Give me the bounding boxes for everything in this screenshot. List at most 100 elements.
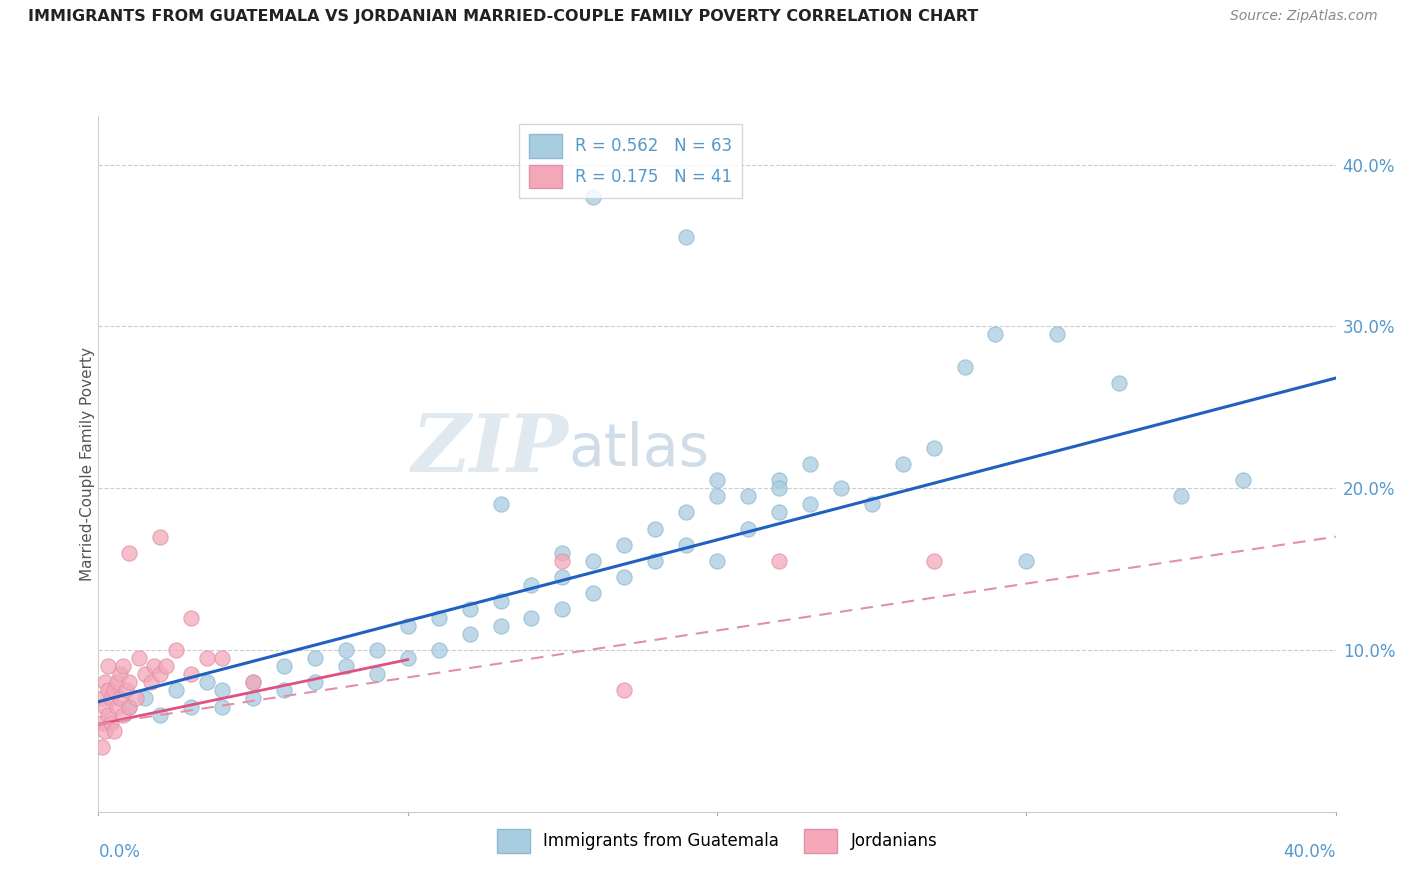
Point: [1108, 376, 1130, 390]
Point: [799, 497, 821, 511]
Point: [613, 570, 636, 584]
Point: [273, 659, 295, 673]
Point: [128, 651, 150, 665]
Point: [520, 578, 543, 592]
Point: [134, 691, 156, 706]
Point: [211, 699, 233, 714]
Point: [273, 683, 295, 698]
Point: [768, 481, 790, 495]
Point: [335, 643, 357, 657]
Point: [582, 586, 605, 600]
Point: [100, 715, 122, 730]
Point: [768, 554, 790, 568]
Point: [105, 699, 128, 714]
Point: [644, 554, 666, 568]
Point: [458, 626, 481, 640]
Point: [1170, 489, 1192, 503]
Point: [195, 675, 218, 690]
Point: [93, 723, 115, 738]
Point: [1046, 327, 1069, 342]
Point: [115, 683, 138, 698]
Point: [396, 651, 419, 665]
Point: [551, 602, 574, 616]
Point: [118, 699, 141, 714]
Text: Source: ZipAtlas.com: Source: ZipAtlas.com: [1230, 9, 1378, 23]
Point: [953, 359, 976, 374]
Point: [489, 594, 512, 608]
Point: [242, 675, 264, 690]
Point: [118, 675, 141, 690]
Point: [551, 546, 574, 560]
Point: [134, 667, 156, 681]
Point: [427, 610, 450, 624]
Point: [830, 481, 852, 495]
Point: [118, 699, 141, 714]
Point: [489, 618, 512, 632]
Point: [922, 554, 945, 568]
Point: [304, 675, 326, 690]
Point: [165, 683, 187, 698]
Point: [143, 659, 166, 673]
Point: [551, 570, 574, 584]
Point: [180, 667, 202, 681]
Point: [103, 683, 125, 698]
Point: [891, 457, 914, 471]
Point: [211, 683, 233, 698]
Point: [922, 441, 945, 455]
Point: [737, 489, 759, 503]
Point: [1015, 554, 1038, 568]
Point: [520, 610, 543, 624]
Point: [112, 707, 135, 722]
Point: [118, 546, 141, 560]
Point: [93, 699, 115, 714]
Point: [644, 522, 666, 536]
Point: [100, 691, 122, 706]
Point: [108, 691, 131, 706]
Point: [799, 457, 821, 471]
Point: [613, 538, 636, 552]
Text: 0.0%: 0.0%: [98, 843, 141, 861]
Point: [489, 497, 512, 511]
Point: [1232, 473, 1254, 487]
Point: [149, 530, 172, 544]
Text: ZIP: ZIP: [412, 411, 568, 489]
Point: [675, 230, 697, 244]
Legend: Immigrants from Guatemala, Jordanians: Immigrants from Guatemala, Jordanians: [486, 819, 948, 863]
Point: [97, 707, 120, 722]
Text: 40.0%: 40.0%: [1284, 843, 1336, 861]
Point: [706, 489, 728, 503]
Point: [706, 554, 728, 568]
Point: [149, 667, 172, 681]
Point: [768, 473, 790, 487]
Point: [675, 505, 697, 519]
Point: [97, 683, 120, 698]
Text: IMMIGRANTS FROM GUATEMALA VS JORDANIAN MARRIED-COUPLE FAMILY POVERTY CORRELATION: IMMIGRANTS FROM GUATEMALA VS JORDANIAN M…: [28, 9, 979, 24]
Point: [195, 651, 218, 665]
Point: [139, 675, 162, 690]
Point: [427, 643, 450, 657]
Point: [613, 683, 636, 698]
Point: [984, 327, 1007, 342]
Point: [768, 505, 790, 519]
Point: [90, 739, 112, 754]
Point: [366, 667, 388, 681]
Point: [396, 618, 419, 632]
Point: [124, 691, 146, 706]
Text: atlas: atlas: [568, 421, 710, 478]
Point: [242, 691, 264, 706]
Point: [103, 723, 125, 738]
Point: [582, 554, 605, 568]
Point: [582, 190, 605, 204]
Y-axis label: Married-Couple Family Poverty: Married-Couple Family Poverty: [80, 347, 94, 581]
Point: [105, 675, 128, 690]
Point: [458, 602, 481, 616]
Point: [551, 554, 574, 568]
Point: [706, 473, 728, 487]
Point: [211, 651, 233, 665]
Point: [675, 538, 697, 552]
Point: [737, 522, 759, 536]
Point: [860, 497, 883, 511]
Point: [180, 699, 202, 714]
Point: [112, 659, 135, 673]
Point: [335, 659, 357, 673]
